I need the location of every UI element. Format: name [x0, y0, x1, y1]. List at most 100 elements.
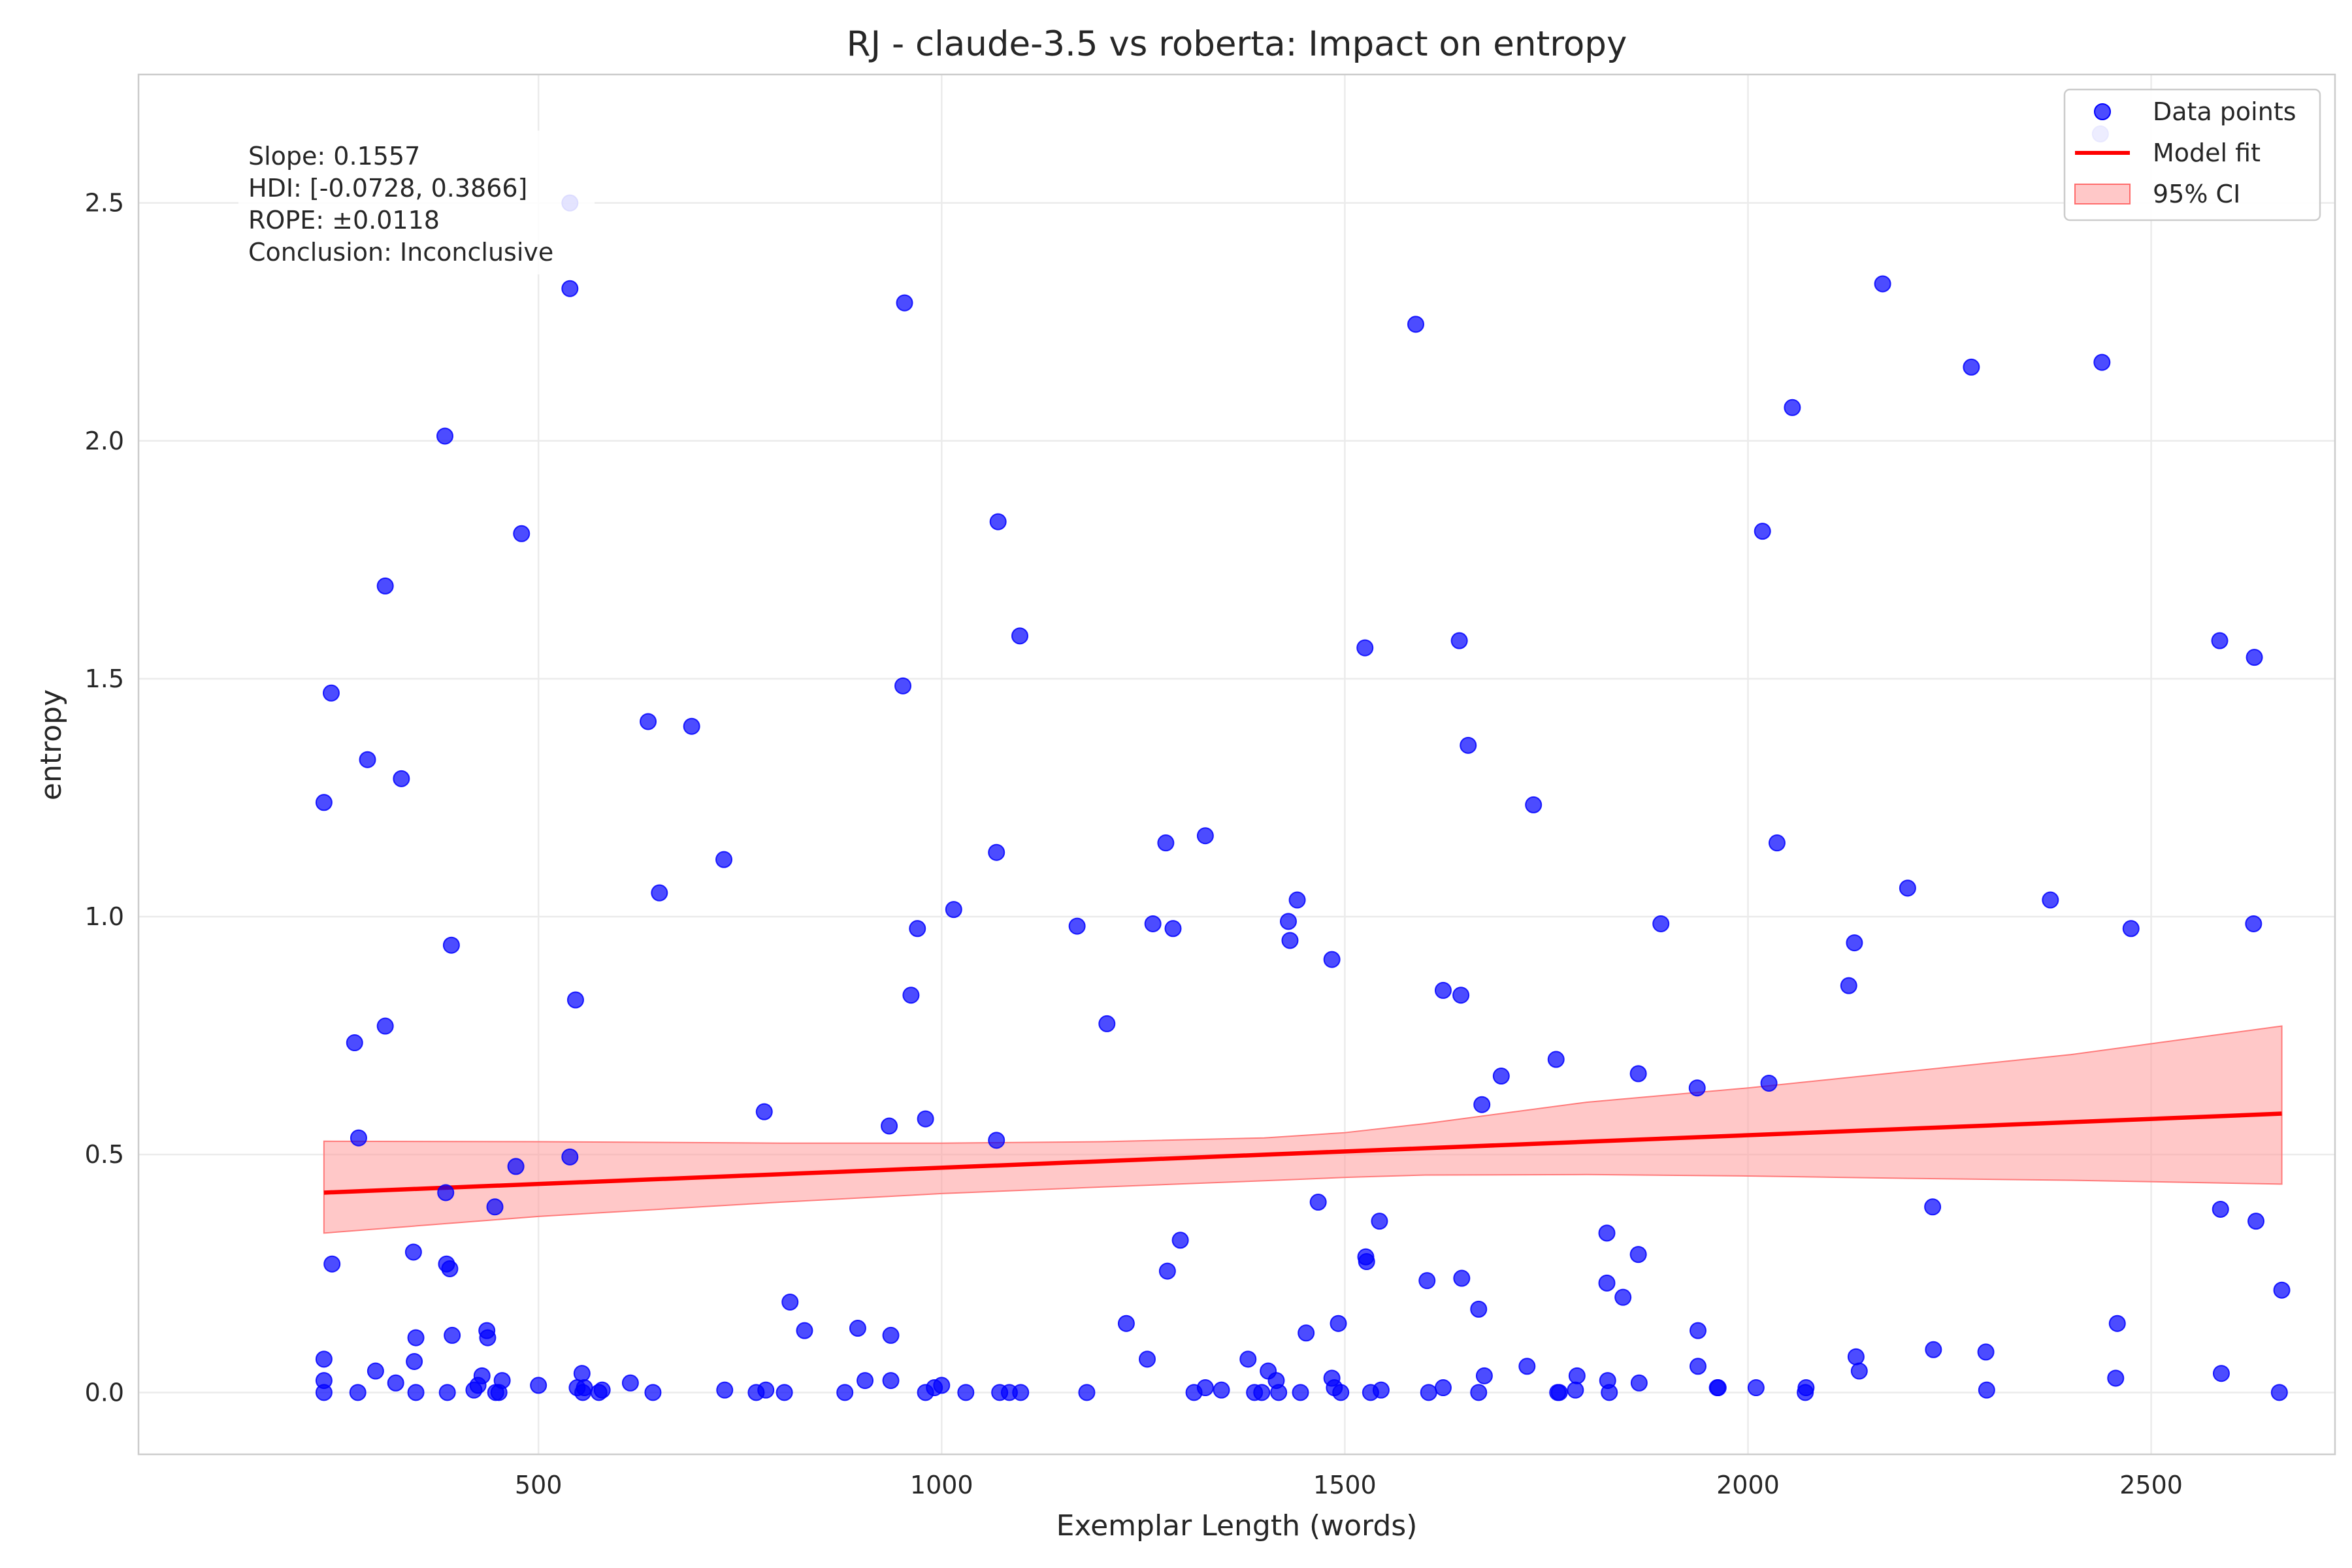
- data-point: [1874, 275, 1891, 293]
- data-point: [2247, 1213, 2265, 1230]
- y-tick-labels: 0.0 0.5 1.0 1.5 2.0 2.5: [85, 189, 124, 1407]
- data-point: [1356, 639, 1374, 657]
- data-point: [1164, 920, 1182, 938]
- data-point: [376, 1017, 394, 1035]
- data-point: [1846, 934, 1863, 952]
- data-point: [367, 1362, 384, 1380]
- data-point: [1847, 1348, 1865, 1365]
- x-tick-label: 2000: [1716, 1471, 1780, 1499]
- data-point: [1434, 981, 1452, 999]
- data-point: [323, 1255, 341, 1273]
- data-point: [988, 1132, 1005, 1149]
- data-point: [1567, 1381, 1584, 1399]
- data-point: [902, 987, 920, 1004]
- data-point: [1281, 932, 1299, 949]
- data-point: [530, 1377, 547, 1394]
- y-axis-label: entropy: [35, 689, 68, 800]
- data-point: [1452, 987, 1470, 1004]
- y-tick-label: 1.5: [85, 664, 124, 693]
- axes-background: [139, 74, 2335, 1454]
- data-point: [1525, 796, 1543, 813]
- data-point: [1270, 1384, 1288, 1401]
- data-point: [438, 1384, 456, 1401]
- data-point: [882, 1372, 900, 1390]
- data-point: [1689, 1322, 1707, 1339]
- data-point: [1418, 1272, 1436, 1290]
- data-point: [683, 717, 700, 735]
- data-point: [479, 1329, 497, 1347]
- legend-data-points-marker: [2094, 103, 2111, 120]
- data-point: [1963, 358, 1980, 376]
- legend-model-fit-label: Model fit: [2153, 139, 2261, 167]
- data-point: [2107, 1369, 2125, 1387]
- y-tick-label: 2.0: [85, 427, 124, 455]
- data-point: [2042, 891, 2059, 909]
- data-point: [989, 513, 1007, 531]
- x-axis-label: Exemplar Length (words): [1056, 1509, 1418, 1543]
- data-point: [1629, 1065, 1647, 1083]
- legend-ci-swatch: [2074, 184, 2131, 204]
- data-point: [757, 1381, 775, 1399]
- grid: [139, 74, 2335, 1454]
- data-point: [1473, 1096, 1491, 1113]
- data-point: [755, 1103, 773, 1120]
- data-point: [1323, 951, 1341, 968]
- data-point: [796, 1322, 813, 1339]
- data-point: [387, 1374, 404, 1392]
- data-point: [407, 1384, 425, 1401]
- y-tick-label: 0.0: [85, 1378, 124, 1407]
- data-point: [1568, 1367, 1586, 1384]
- data-point: [1358, 1253, 1375, 1271]
- data-point: [493, 1372, 511, 1390]
- data-point: [621, 1374, 639, 1392]
- data-point: [644, 1384, 662, 1401]
- data-point: [849, 1320, 866, 1337]
- data-point: [593, 1381, 611, 1399]
- x-tick-label: 1500: [1313, 1471, 1377, 1499]
- data-point: [1434, 1379, 1452, 1397]
- data-point: [715, 851, 733, 868]
- data-point: [1797, 1379, 1815, 1397]
- data-point: [917, 1110, 934, 1128]
- annotation-hdi: HDI: [-0.0728, 0.3866]: [248, 174, 527, 203]
- data-point: [1518, 1358, 1536, 1375]
- data-point: [1760, 1074, 1778, 1092]
- data-point: [436, 427, 454, 445]
- data-point: [2211, 632, 2229, 649]
- data-point: [1407, 316, 1424, 333]
- data-points-layer: [315, 125, 2291, 1401]
- data-point: [1171, 1232, 1189, 1249]
- data-point: [437, 1184, 455, 1201]
- data-point: [1630, 1374, 1648, 1392]
- data-point: [1239, 1350, 1257, 1368]
- y-tick-label: 0.5: [85, 1140, 124, 1169]
- data-point: [315, 1384, 333, 1401]
- data-point: [1011, 627, 1028, 645]
- data-point: [1139, 1350, 1156, 1368]
- plot-area: [137, 73, 2336, 1456]
- data-point: [1453, 1269, 1471, 1287]
- data-point: [393, 770, 410, 787]
- data-point: [1614, 1288, 1632, 1306]
- data-point: [2212, 1200, 2229, 1218]
- data-point: [507, 1158, 525, 1175]
- data-point: [957, 1384, 975, 1401]
- data-point: [2212, 1365, 2230, 1382]
- data-point: [836, 1384, 854, 1401]
- data-point: [1899, 879, 1916, 897]
- x-tick-labels: 500 1000 1500 2000 2500: [515, 1471, 2183, 1499]
- model-fit-line: [323, 1111, 2282, 1195]
- data-point: [1253, 1384, 1271, 1401]
- data-point: [945, 901, 962, 919]
- data-point: [1709, 1379, 1727, 1397]
- data-point: [909, 920, 926, 938]
- annotation-background: [238, 131, 595, 274]
- data-point: [1978, 1381, 1995, 1399]
- data-point: [1747, 1379, 1765, 1397]
- data-point: [1292, 1384, 1309, 1401]
- data-point: [346, 1034, 363, 1052]
- data-point: [2122, 920, 2140, 938]
- data-point: [1450, 632, 1468, 649]
- y-tick-label: 1.0: [85, 902, 124, 931]
- data-point: [576, 1379, 593, 1397]
